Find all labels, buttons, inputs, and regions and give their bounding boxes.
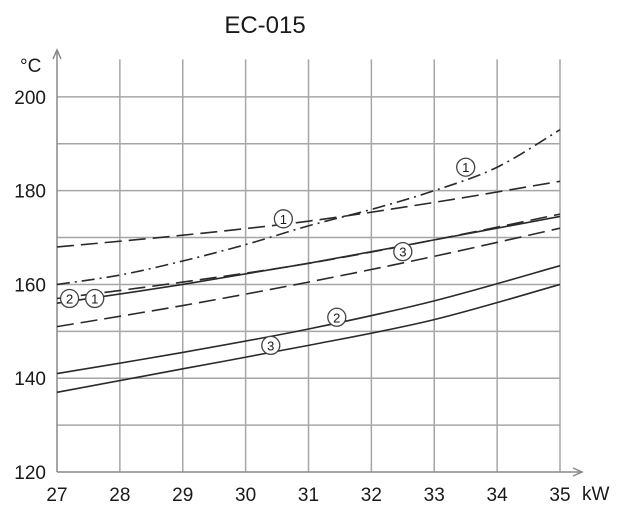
x-tick-label: 34 [487,485,509,505]
curve-3-solid [56,283,561,394]
curve-label-circle [327,307,347,327]
annotations: 1 1 3 2 1 2 3 [59,157,476,356]
curve-3-dashed [56,227,561,328]
y-axis-arrow [52,48,62,60]
chart-title: EC-015 [224,12,305,39]
curve-label: 3 [267,338,274,353]
x-tick-label: 27 [46,485,67,505]
axes [52,48,584,477]
x-tick-label: 31 [298,485,319,505]
curve-label: 2 [333,310,340,325]
curve-label-circle [273,209,294,229]
curve-label-circle [393,241,413,262]
x-tick-label: 35 [549,485,570,505]
curve-label-circle [261,335,281,356]
y-tick-label: 120 [14,463,46,484]
y-tick-label: 160 [14,275,46,296]
x-tick-label: 28 [109,485,130,505]
curve-label: 2 [66,292,73,307]
x-tick-label: 30 [235,485,256,505]
curve-label-circle [85,288,105,309]
x-axis-arrow [572,467,584,477]
curve-2-solid [56,264,561,375]
x-axis-unit: kW [582,484,610,505]
curve-2-solid [56,215,561,304]
curve-label-circle [456,157,476,177]
curve-label-circle [59,288,80,309]
y-tick-label: 180 [14,182,46,203]
x-tick-label: 32 [361,485,382,505]
curve-label: 3 [399,245,406,260]
curve-1-dashed [56,180,561,248]
curve-label: 1 [91,292,98,307]
y-tick-label: 200 [14,88,46,109]
curve-1-dash-dot [56,129,561,286]
x-tick-label: 29 [172,485,193,505]
y-tick-label: 140 [14,369,46,390]
grid [57,59,561,472]
curve-label: 1 [462,160,469,175]
y-axis-unit: °C [20,56,41,77]
x-tick-label: 33 [424,485,445,505]
curve-label: 1 [280,212,287,227]
series-group [56,129,561,394]
